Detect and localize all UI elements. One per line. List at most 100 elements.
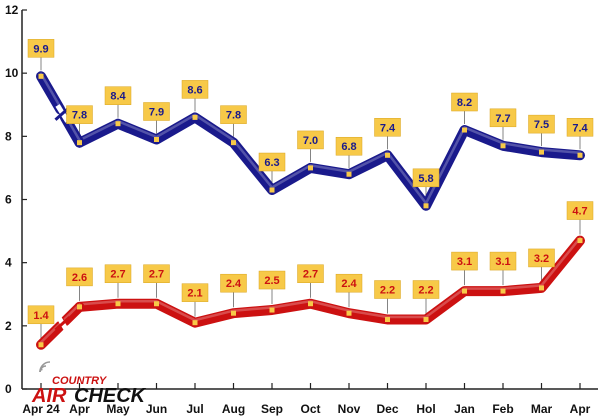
x-tick-label: Hol bbox=[416, 402, 435, 416]
x-tick-label: Jun bbox=[146, 402, 167, 416]
series-0-label-box bbox=[220, 105, 247, 124]
series-1-label-box bbox=[566, 201, 594, 220]
series-0-point bbox=[269, 187, 275, 193]
series-1-label-box bbox=[181, 283, 209, 302]
x-tick-label: Mar bbox=[531, 402, 553, 416]
series-0-data-label: 7.4 bbox=[380, 122, 396, 134]
series-0-line-highlight bbox=[78, 113, 582, 205]
axis-break-marker bbox=[54, 316, 71, 331]
series-0-label-box bbox=[374, 118, 401, 137]
series-0-point bbox=[231, 140, 236, 146]
series-1-point bbox=[115, 301, 121, 307]
series-1-data-label: 2.7 bbox=[110, 269, 125, 281]
series-1-point bbox=[308, 301, 313, 307]
series-1-label-box bbox=[528, 248, 555, 268]
series-0-data-label: 9.9 bbox=[33, 43, 48, 55]
x-tick-label: Apr bbox=[69, 402, 90, 416]
series-1-point bbox=[385, 317, 390, 323]
series-0-point bbox=[423, 203, 429, 209]
series-0-data-label: 7.8 bbox=[72, 110, 87, 122]
label-leader-lines bbox=[40, 57, 581, 339]
series-1-point bbox=[154, 301, 159, 307]
x-tick-label: Dec bbox=[376, 402, 398, 416]
series-0-point bbox=[462, 127, 467, 133]
series-0-point bbox=[192, 114, 198, 120]
series-1-point bbox=[346, 310, 352, 316]
x-tick-label: Oct bbox=[300, 402, 320, 416]
series-0-point bbox=[77, 140, 82, 146]
series-1-label-box bbox=[489, 251, 517, 271]
series-0-label-box bbox=[104, 86, 132, 105]
x-tick-label: Sep bbox=[261, 402, 283, 416]
series-0-line-highlight bbox=[39, 72, 62, 109]
x-tick-label: Aug bbox=[222, 402, 245, 416]
series-0-point bbox=[539, 149, 544, 155]
y-tick-label: 8 bbox=[5, 129, 12, 143]
x-tick-label: Feb bbox=[492, 402, 513, 416]
y-tick-label: 0 bbox=[5, 382, 12, 396]
series-1-data-label: 2.7 bbox=[303, 269, 318, 281]
series-0-data-label: 7.0 bbox=[303, 135, 318, 147]
series-1-label-box bbox=[220, 273, 247, 293]
series-1-label-box bbox=[258, 270, 286, 290]
y-tick-label: 12 bbox=[5, 3, 19, 17]
series-1-data-label: 2.4 bbox=[226, 278, 242, 290]
series-0-line bbox=[74, 112, 585, 211]
y-tick-label: 2 bbox=[5, 319, 12, 333]
series-1-label-box bbox=[451, 251, 478, 271]
series-0-data-label: 8.4 bbox=[110, 91, 126, 103]
series-1-line-highlight bbox=[78, 236, 582, 322]
series-0-data-label: 7.7 bbox=[495, 113, 510, 125]
series-0-data-label: 8.2 bbox=[457, 97, 472, 109]
series-0-data-label: 6.8 bbox=[341, 141, 356, 153]
series-0-label-box bbox=[258, 152, 286, 172]
series-0-point bbox=[385, 152, 390, 158]
series-1-data-label: 3.1 bbox=[457, 256, 472, 268]
series-0-label-box bbox=[451, 92, 478, 112]
series-1-point bbox=[423, 317, 429, 323]
data-labels: 9.9 7.8 8.4 7.9 8.6 7.8 6.3 7.0 6.8 7.4 5.8 8.2 7.7 7… bbox=[27, 39, 594, 348]
series-0-label-box bbox=[489, 108, 517, 128]
series-0-label-box bbox=[566, 118, 594, 137]
series-1-point bbox=[577, 238, 583, 244]
series-1-data-label: 2.6 bbox=[72, 272, 87, 284]
logo-line1: COUNTRY bbox=[52, 375, 108, 387]
x-tick-label: Apr bbox=[570, 402, 591, 416]
x-tick-label: Jan bbox=[454, 402, 475, 416]
series-0-data-label: 7.4 bbox=[572, 122, 588, 134]
series-1-point bbox=[77, 304, 82, 310]
series-1-label-box bbox=[297, 264, 324, 283]
series-0-data-label: 8.6 bbox=[187, 84, 202, 96]
series-0-point bbox=[308, 165, 313, 171]
series-1-point bbox=[539, 285, 544, 291]
x-tick-label: Jul bbox=[186, 402, 203, 416]
series-1-point bbox=[231, 310, 236, 316]
series-0-label-box bbox=[528, 114, 555, 134]
logo-line2-air: AIR bbox=[31, 385, 67, 407]
series-1-data-label: 4.7 bbox=[572, 206, 587, 218]
series-0-point bbox=[346, 171, 352, 177]
series-0-point bbox=[115, 121, 121, 127]
series-0-data-label: 5.8 bbox=[418, 173, 433, 185]
y-tick-label: 10 bbox=[5, 66, 19, 80]
series-1-label-box bbox=[104, 264, 132, 283]
series-0-label-box bbox=[143, 102, 170, 121]
series-0-label-box bbox=[297, 130, 324, 150]
series-1-data-label: 3.2 bbox=[534, 253, 549, 265]
series-1-label-box bbox=[335, 273, 363, 293]
series-0-label-box bbox=[335, 136, 363, 156]
series-0-point bbox=[154, 136, 159, 142]
series-0-data-label: 7.9 bbox=[149, 106, 164, 118]
series-1-label-box bbox=[374, 280, 401, 299]
series-1-label-box bbox=[27, 305, 55, 325]
x-tick-label: May bbox=[106, 402, 130, 416]
series-1-point bbox=[462, 288, 467, 294]
series-0-data-label: 7.5 bbox=[534, 119, 549, 131]
y-tick-label: 4 bbox=[5, 256, 12, 270]
series-1-label-box bbox=[66, 267, 93, 287]
series-0-label-box bbox=[412, 168, 440, 188]
series-1-data-label: 1.4 bbox=[33, 310, 49, 322]
logo-line2-check: CHECK bbox=[74, 385, 147, 407]
y-axis: 0 2 4 6 8 10 12 bbox=[5, 3, 27, 396]
series-1-data-label: 2.4 bbox=[341, 278, 357, 290]
